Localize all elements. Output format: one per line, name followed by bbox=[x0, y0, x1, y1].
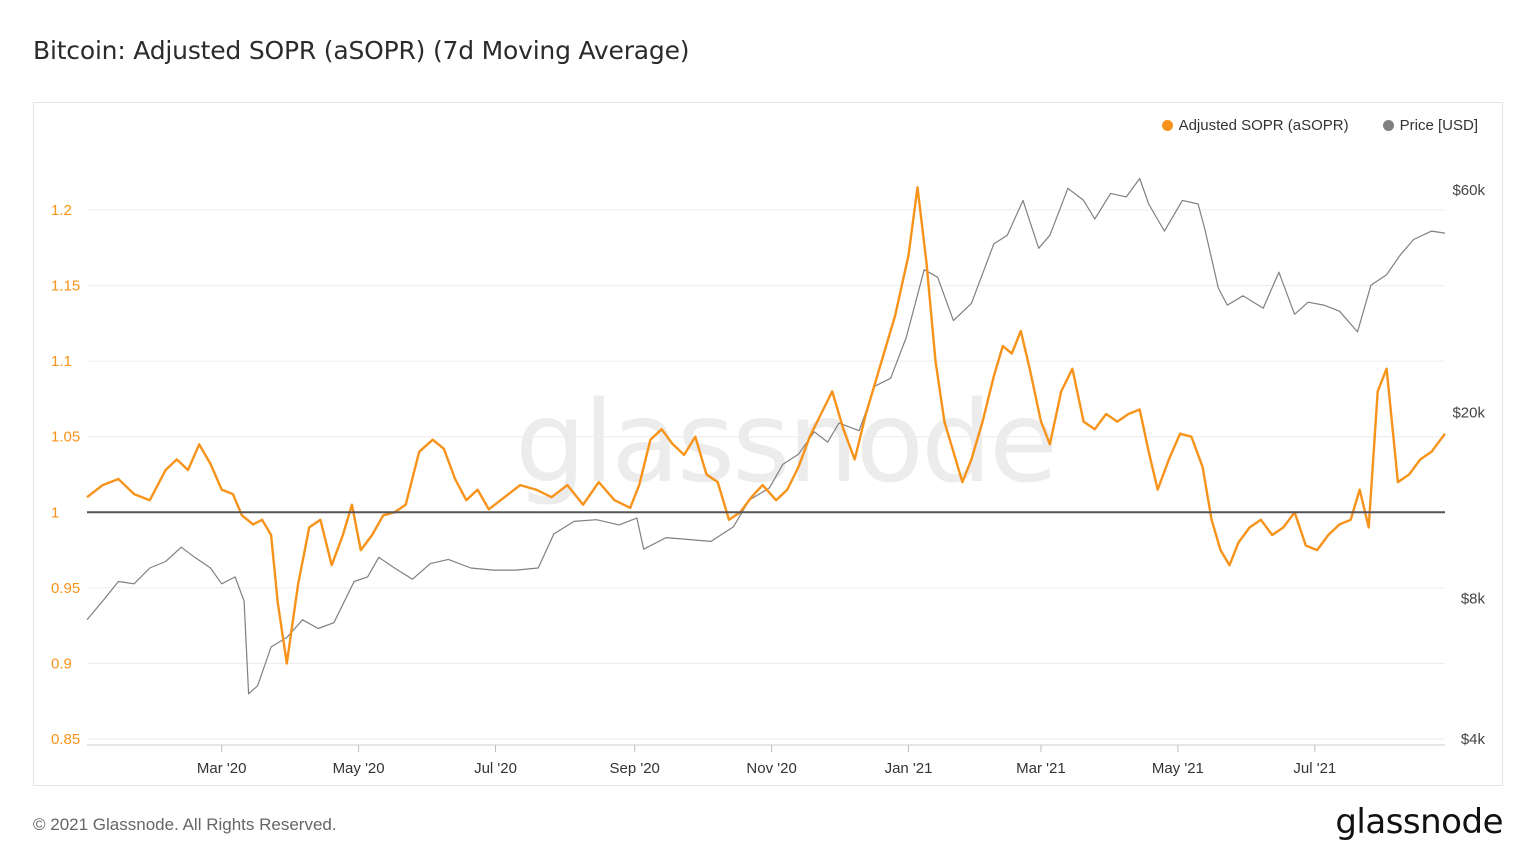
legend-dot-asopr bbox=[1161, 120, 1173, 131]
x-tick-label: May '20 bbox=[333, 760, 385, 777]
legend-item-asopr[interactable]: Adjusted SOPR (aSOPR) bbox=[1161, 117, 1349, 134]
left-axis: 1.2 1.15 1.1 1.05 1 0.95 0.9 0.85 bbox=[51, 202, 80, 748]
footer-logo: glassnode bbox=[1335, 802, 1503, 842]
right-tick-label: $20k bbox=[1452, 405, 1485, 422]
left-tick-label: 1.15 bbox=[51, 278, 80, 295]
right-tick-label: $8k bbox=[1461, 590, 1486, 607]
footer-copyright: © 2021 Glassnode. All Rights Reserved. bbox=[33, 815, 337, 834]
legend-label-price: Price [USD] bbox=[1399, 117, 1478, 134]
legend-dot-price bbox=[1382, 120, 1394, 131]
left-tick-label: 1.1 bbox=[51, 353, 72, 370]
x-axis: Mar '20 May '20 Jul '20 Sep '20 Nov '20 Jan '… bbox=[87, 744, 1445, 777]
right-tick-label: $4k bbox=[1461, 731, 1486, 748]
chart-panel bbox=[33, 102, 1503, 786]
x-tick-label: Jul '21 bbox=[1293, 760, 1336, 777]
left-tick-label: 0.85 bbox=[51, 731, 80, 748]
grid-lines bbox=[87, 209, 1445, 740]
x-tick-label: Mar '20 bbox=[197, 760, 247, 777]
x-tick-label: Sep '20 bbox=[609, 760, 659, 777]
right-tick-label: $60k bbox=[1452, 182, 1485, 199]
x-tick-label: Nov '20 bbox=[746, 760, 796, 777]
chart-title: Bitcoin: Adjusted SOPR (aSOPR) (7d Movin… bbox=[33, 36, 690, 65]
x-tick-label: Mar '21 bbox=[1016, 760, 1066, 777]
x-tick-label: Jan '21 bbox=[885, 760, 933, 777]
legend-item-price[interactable]: Price [USD] bbox=[1382, 117, 1478, 134]
price-series-line bbox=[86, 177, 1446, 695]
legend-label-asopr: Adjusted SOPR (aSOPR) bbox=[1178, 117, 1349, 134]
right-axis: $60k $20k $8k $4k bbox=[1452, 182, 1485, 748]
left-tick-label: 0.9 bbox=[51, 655, 72, 672]
left-tick-label: 1 bbox=[51, 504, 59, 521]
x-tick-label: Jul '20 bbox=[474, 760, 517, 777]
asopr-series-line bbox=[86, 186, 1446, 665]
left-tick-label: 1.05 bbox=[51, 429, 80, 446]
left-tick-label: 1.2 bbox=[51, 202, 72, 219]
series-layer bbox=[86, 177, 1446, 695]
x-tick-label: May '21 bbox=[1152, 760, 1204, 777]
legend: Adjusted SOPR (aSOPR) Price [USD] bbox=[1161, 117, 1478, 134]
left-tick-label: 0.95 bbox=[51, 580, 80, 597]
